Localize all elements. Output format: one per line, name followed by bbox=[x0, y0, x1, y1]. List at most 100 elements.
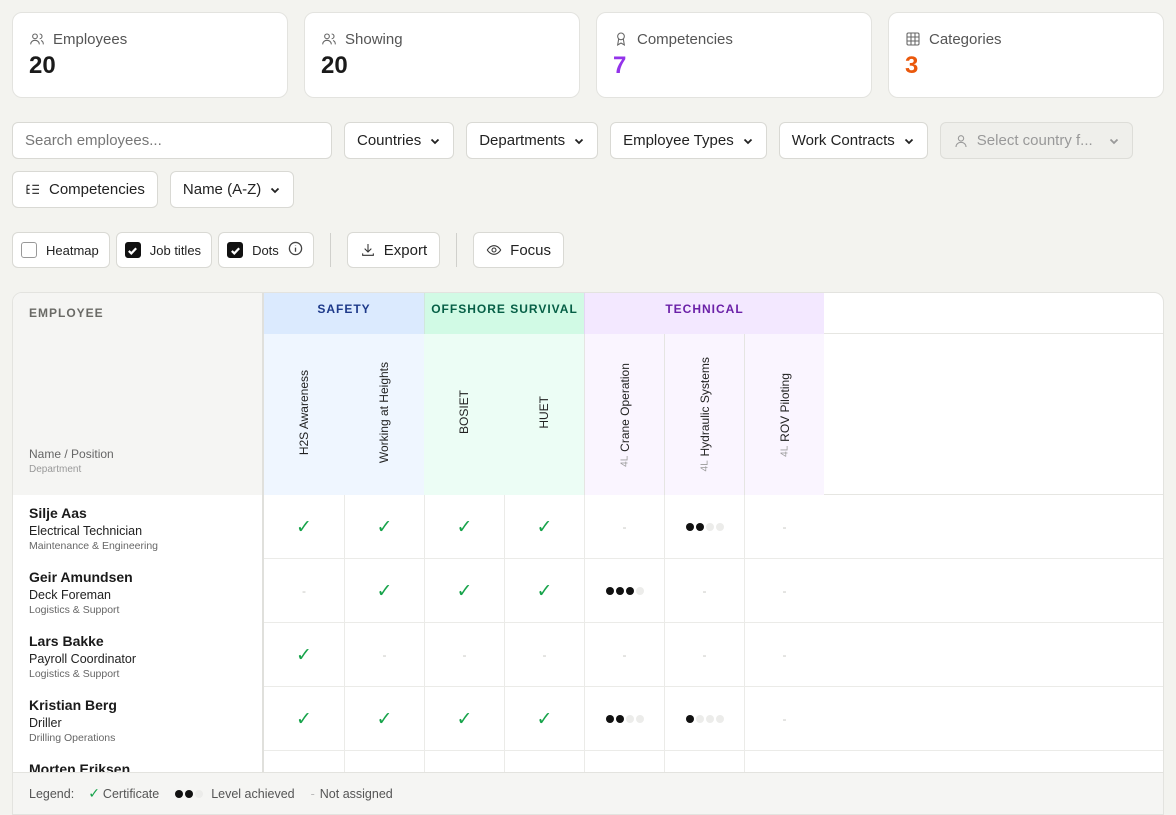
legend-title: Legend: bbox=[29, 786, 75, 801]
competency-cell[interactable]: - bbox=[744, 559, 824, 623]
employee-name: Kristian Berg bbox=[29, 697, 117, 713]
dropdown-label: Countries bbox=[357, 132, 422, 149]
checkbox[interactable] bbox=[21, 242, 37, 258]
checkbox[interactable] bbox=[227, 242, 244, 258]
competency-cell[interactable]: - bbox=[424, 623, 504, 687]
employee-job-title: Driller bbox=[29, 716, 62, 730]
view-toolbar: Heatmap Job titles Dots Export Focus bbox=[12, 232, 565, 268]
focus-button[interactable]: Focus bbox=[473, 232, 565, 268]
department-label: Department bbox=[29, 464, 82, 475]
level-dot-filled bbox=[605, 587, 614, 595]
competency-name: H2S Awareness bbox=[297, 369, 311, 456]
competency-cell[interactable]: - bbox=[744, 495, 824, 559]
heatmap-toggle[interactable]: Heatmap bbox=[12, 232, 110, 268]
competency-cell[interactable]: ✓ bbox=[264, 495, 344, 559]
competency-cell[interactable]: ✓ bbox=[264, 623, 344, 687]
competency-cell[interactable]: ✓ bbox=[424, 495, 504, 559]
dropdown-label: Select country f... bbox=[976, 132, 1093, 149]
departments-dropdown[interactable]: Departments bbox=[466, 122, 599, 159]
competency-column-header[interactable]: Working at Heights bbox=[344, 334, 424, 495]
competency-header-text: HUET bbox=[537, 396, 551, 433]
competency-cell[interactable]: ✓ bbox=[504, 495, 584, 559]
competency-column-header[interactable]: HUET bbox=[504, 334, 584, 495]
competency-cell[interactable]: - bbox=[664, 623, 744, 687]
competency-cell[interactable]: ✓ bbox=[504, 559, 584, 623]
competency-column-header[interactable]: H2S Awareness bbox=[264, 334, 344, 495]
competency-cell[interactable]: - bbox=[264, 559, 344, 623]
competency-cell[interactable] bbox=[664, 687, 744, 751]
select-country-dropdown: Select country f... bbox=[939, 122, 1133, 159]
employee-cell[interactable]: Kristian Berg Driller Drilling Operations bbox=[13, 687, 264, 751]
certificate-check-icon: ✓ bbox=[376, 516, 393, 538]
legend-label: Not assigned bbox=[319, 786, 393, 801]
certificate-check-icon: ✓ bbox=[456, 516, 473, 538]
competency-cell[interactable]: ✓ bbox=[344, 559, 424, 623]
competency-level-count: 4L bbox=[779, 445, 790, 457]
competency-level-count: 4L bbox=[699, 460, 710, 472]
competency-cell[interactable]: ✓ bbox=[344, 687, 424, 751]
level-dot-filled bbox=[685, 523, 694, 531]
legend-level: Level achieved bbox=[175, 787, 295, 801]
sort-dropdown[interactable]: Name (A-Z) bbox=[169, 171, 295, 208]
competency-cell[interactable]: - bbox=[344, 623, 424, 687]
stat-card-competencies: Competencies 7 bbox=[596, 12, 872, 98]
competency-cell[interactable]: - bbox=[744, 687, 824, 751]
filter-row: Countries Departments Employee Types Wor… bbox=[12, 122, 1133, 159]
competency-cell[interactable]: - bbox=[744, 623, 824, 687]
check-icon bbox=[230, 246, 240, 255]
dropdown-label: Name (A-Z) bbox=[182, 181, 262, 198]
job-titles-toggle[interactable]: Job titles bbox=[115, 232, 213, 268]
category-offshore-survival[interactable]: OFFSHORE SURVIVAL bbox=[424, 293, 584, 334]
level-dot-filled bbox=[625, 587, 634, 595]
dots-toggle[interactable]: Dots bbox=[218, 232, 314, 268]
competency-cell[interactable]: - bbox=[504, 623, 584, 687]
certificate-check-icon: ✓ bbox=[376, 580, 393, 602]
chevron-down-icon bbox=[904, 138, 913, 144]
certificate-check-icon: ✓ bbox=[456, 708, 473, 730]
certificate-check-icon: ✓ bbox=[296, 516, 312, 538]
not-assigned-dash: - bbox=[462, 648, 467, 662]
checkbox[interactable] bbox=[124, 242, 141, 258]
employee-cell[interactable]: Silje Aas Electrical Technician Maintenanc… bbox=[13, 495, 264, 559]
competency-name: Crane Operation bbox=[617, 362, 632, 452]
legend-certificate: ✓ Certificate bbox=[88, 785, 159, 802]
competency-header-text: Working at Heights bbox=[377, 362, 391, 467]
not-assigned-dash: - bbox=[382, 648, 387, 662]
competency-name: ROV Piloting bbox=[777, 372, 792, 442]
competency-cell[interactable]: - bbox=[584, 623, 664, 687]
competency-header-text: BOSIET bbox=[457, 390, 471, 438]
competency-column-header[interactable]: BOSIET bbox=[424, 334, 504, 495]
employee-cell[interactable]: Lars Bakke Payroll Coordinator Logistics &… bbox=[13, 623, 264, 687]
employee-cell[interactable]: Geir Amundsen Deck Foreman Logistics & Sup… bbox=[13, 559, 264, 623]
export-button[interactable]: Export bbox=[346, 232, 441, 268]
chevron-down-icon bbox=[1109, 138, 1118, 144]
competency-cell[interactable] bbox=[584, 687, 664, 751]
stat-card-showing: Showing 20 bbox=[304, 12, 580, 98]
name-position-header: Name / Position Department bbox=[13, 334, 264, 495]
category-header-row: EMPLOYEE SAFETY OFFSHORE SURVIVAL TECHNI… bbox=[13, 293, 1163, 334]
search-input[interactable] bbox=[12, 122, 332, 159]
info-icon[interactable] bbox=[288, 241, 303, 259]
stat-label: Employees bbox=[53, 30, 128, 48]
category-technical[interactable]: TECHNICAL bbox=[584, 293, 824, 334]
countries-dropdown[interactable]: Countries bbox=[344, 122, 455, 159]
competency-name: Working at Heights bbox=[377, 361, 391, 464]
competencies-filter-button[interactable]: Competencies bbox=[12, 171, 158, 208]
competency-cell[interactable]: ✓ bbox=[504, 687, 584, 751]
competency-cell[interactable]: - bbox=[664, 559, 744, 623]
competency-cell[interactable]: ✓ bbox=[264, 687, 344, 751]
competency-column-header[interactable]: 4L ROV Piloting bbox=[744, 334, 824, 495]
competency-cell[interactable] bbox=[584, 559, 664, 623]
employee-types-dropdown[interactable]: Employee Types bbox=[610, 122, 767, 159]
category-safety[interactable]: SAFETY bbox=[264, 293, 424, 334]
competency-cell[interactable]: ✓ bbox=[344, 495, 424, 559]
competency-column-header[interactable]: 4L Hydraulic Systems bbox=[664, 334, 744, 495]
work-contracts-dropdown[interactable]: Work Contracts bbox=[778, 122, 928, 159]
competency-cell[interactable]: ✓ bbox=[424, 687, 504, 751]
competency-cell[interactable] bbox=[664, 495, 744, 559]
competency-cell[interactable]: - bbox=[584, 495, 664, 559]
competency-cell[interactable]: ✓ bbox=[424, 559, 504, 623]
employee-department: Logistics & Support bbox=[29, 604, 120, 616]
employee-job-title: Payroll Coordinator bbox=[29, 652, 136, 666]
competency-column-header[interactable]: 4L Crane Operation bbox=[584, 334, 664, 495]
